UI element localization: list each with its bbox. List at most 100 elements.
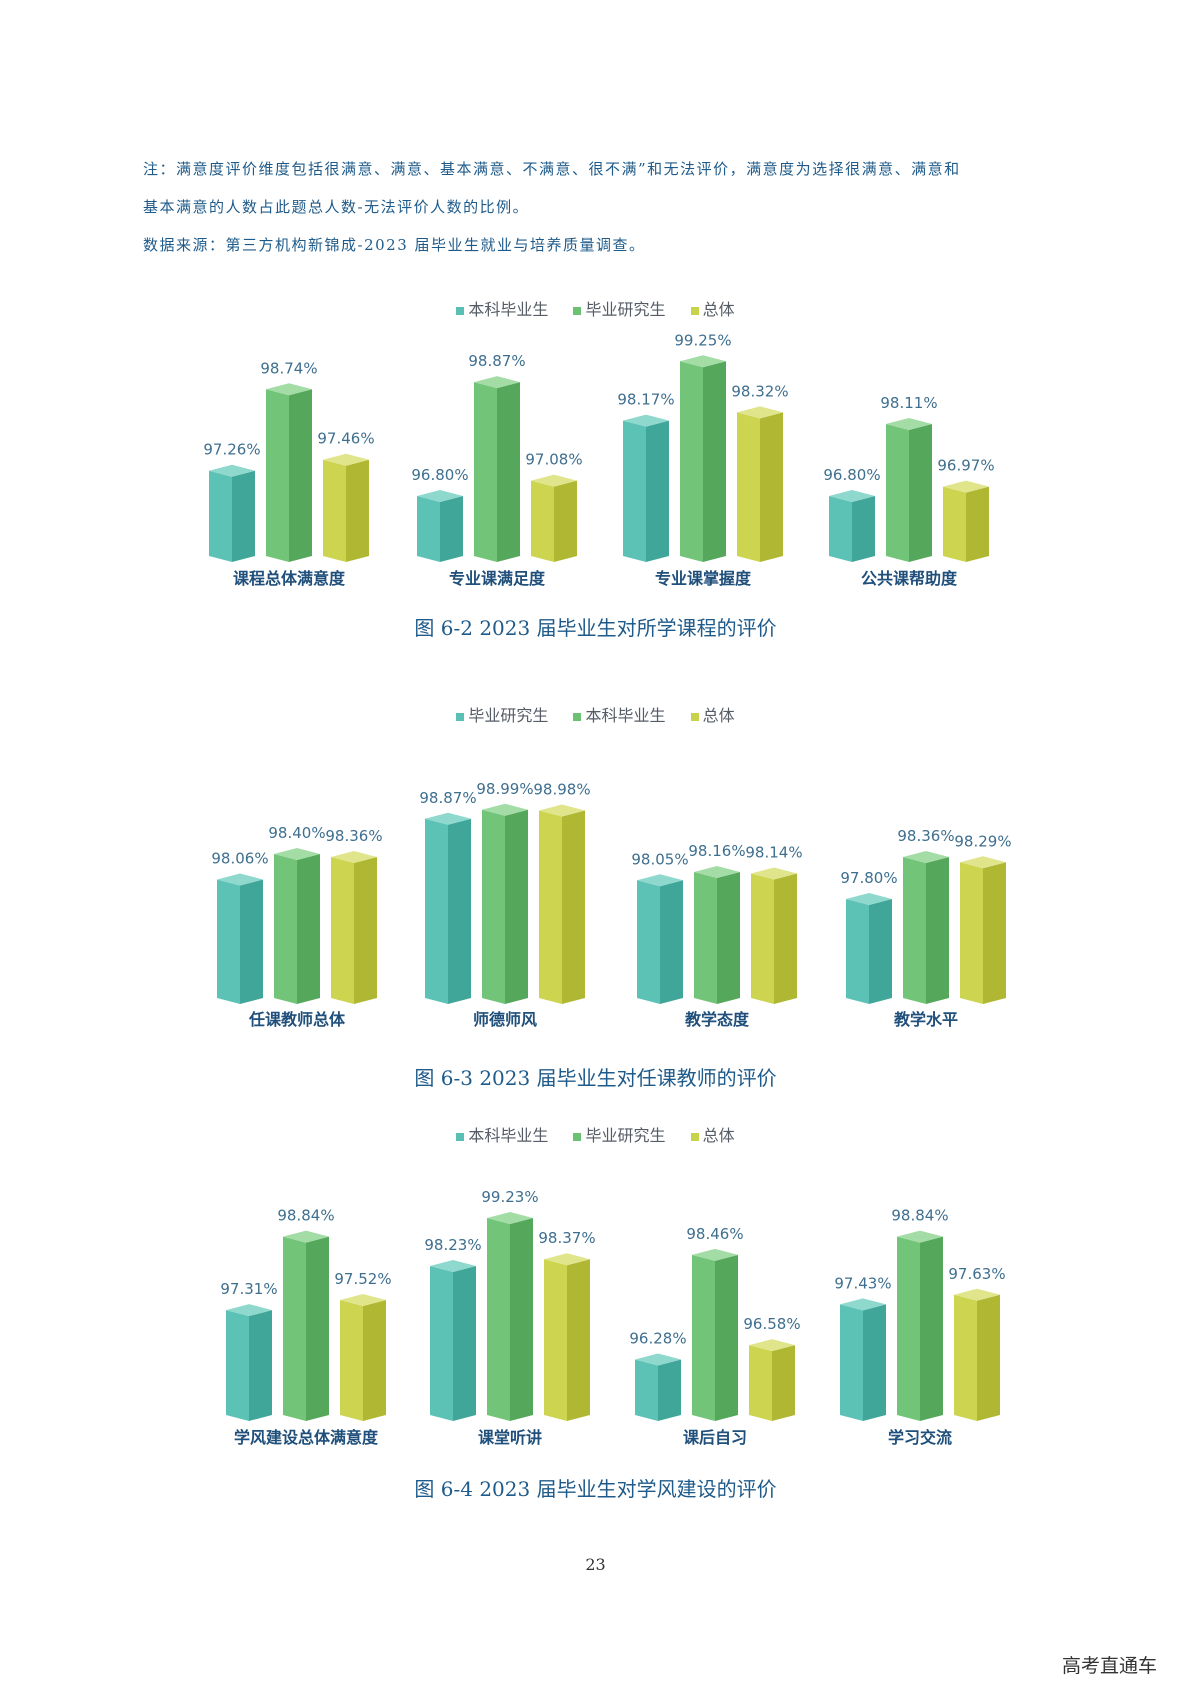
- bar-top-face: [226, 1304, 272, 1317]
- bar-front-face: [331, 857, 354, 1004]
- data-label: 98.84%: [891, 1207, 948, 1225]
- chart-caption-3: 图 6-4 2023 届毕业生对学风建设的评价: [414, 1477, 777, 1501]
- bar: [829, 490, 875, 562]
- bar-front-face: [692, 1254, 715, 1421]
- bar: [903, 851, 949, 1004]
- bar-front-face: [903, 857, 926, 1004]
- bar-front-face: [829, 496, 852, 562]
- bar-front-face: [274, 854, 297, 1004]
- data-label: 98.32%: [731, 382, 788, 400]
- bar-front-face: [487, 1217, 510, 1421]
- bar: [266, 383, 312, 562]
- category-label: 任课教师总体: [248, 1010, 346, 1029]
- bar: [323, 453, 369, 562]
- bar-front-face: [283, 1236, 306, 1421]
- legend-swatch: [690, 306, 699, 315]
- bar-side-face: [966, 486, 989, 562]
- category-label: 专业课满足度: [449, 569, 546, 588]
- bar-top-face: [430, 1259, 476, 1272]
- legend-item: 总体: [690, 1122, 735, 1146]
- bar: [954, 1288, 1000, 1421]
- bar: [960, 856, 1006, 1004]
- category-label: 公共课帮助度: [861, 569, 958, 588]
- data-label: 96.58%: [743, 1315, 800, 1333]
- bar-side-face: [289, 389, 312, 562]
- bar: [886, 417, 932, 562]
- legend-label: 毕业研究生: [468, 706, 549, 725]
- legend-label: 毕业研究生: [585, 300, 666, 319]
- bar-top-face: [323, 453, 369, 466]
- bar-side-face: [703, 361, 726, 562]
- bar-top-face: [487, 1211, 533, 1224]
- chart-legend-2: 毕业研究生 本科毕业生 总体: [0, 702, 1191, 726]
- data-label: 97.26%: [203, 441, 260, 459]
- bar-side-face: [363, 1300, 386, 1421]
- bar-side-face: [983, 862, 1006, 1004]
- bar-top-face: [846, 893, 892, 905]
- bar: [623, 414, 669, 562]
- bar: [226, 1304, 272, 1421]
- note-line-1: 注：满意度评价维度包括很满意、满意、基本满意、不满意、很不满”和无法评价，满意度…: [143, 160, 961, 178]
- page-number: 23: [585, 1555, 606, 1574]
- bar-side-face: [852, 496, 875, 562]
- legend-label: 总体: [702, 300, 735, 319]
- bar-side-face: [715, 1254, 738, 1421]
- bar-top-face: [694, 866, 740, 878]
- bar-side-face: [646, 420, 669, 562]
- bar: [283, 1230, 329, 1421]
- bar-top-face: [209, 464, 255, 477]
- legend-swatch: [456, 306, 465, 315]
- bar-top-face: [283, 1230, 329, 1243]
- bar-front-face: [635, 1359, 658, 1421]
- bar-front-face: [430, 1265, 453, 1421]
- bar-front-face: [474, 382, 497, 562]
- note-line-2: 基本满意的人数占此题总人数-无法评价人数的比例。: [143, 198, 530, 216]
- legend-item: 本科毕业生: [456, 1122, 548, 1146]
- legend-swatch: [456, 712, 465, 721]
- legend-label: 本科毕业生: [585, 706, 666, 725]
- bar: [692, 1248, 738, 1421]
- bar-front-face: [323, 459, 346, 562]
- bar-top-face: [903, 851, 949, 863]
- bar-top-face: [266, 383, 312, 396]
- bar-side-face: [869, 899, 892, 1004]
- bar: [340, 1294, 386, 1421]
- bar-top-face: [482, 803, 528, 816]
- bar: [209, 464, 255, 562]
- bar: [482, 803, 528, 1004]
- bar-side-face: [497, 382, 520, 562]
- bar: [943, 480, 989, 562]
- data-label: 98.87%: [468, 352, 525, 370]
- legend-item: 毕业研究生: [573, 296, 666, 320]
- bar-chart-study-style-evaluation: 97.31% 98.84% 97.52% 学风建设总体满意度 98.23% 99.23% 9…: [220, 1188, 1005, 1447]
- data-label: 97.43%: [834, 1274, 891, 1292]
- category-label: 教学水平: [894, 1010, 958, 1029]
- bar-front-face: [226, 1310, 249, 1421]
- legend-item: 毕业研究生: [456, 702, 548, 726]
- bar-front-face: [266, 389, 289, 562]
- category-label: 学习交流: [888, 1428, 952, 1447]
- bar: [474, 376, 520, 562]
- bar-top-face: [751, 867, 797, 880]
- bar-front-face: [623, 420, 646, 562]
- bar-front-face: [531, 480, 554, 562]
- bar-front-face: [960, 862, 983, 1004]
- bar: [637, 874, 683, 1004]
- data-label: 97.31%: [220, 1280, 277, 1298]
- bar-top-face: [960, 856, 1006, 869]
- category-label: 学风建设总体满意度: [234, 1428, 379, 1447]
- bar-front-face: [637, 880, 660, 1004]
- bar-front-face: [694, 872, 717, 1004]
- data-label: 97.63%: [948, 1265, 1005, 1283]
- bar-front-face: [897, 1236, 920, 1421]
- data-label: 98.05%: [631, 850, 688, 868]
- bar: [635, 1353, 681, 1421]
- bar-top-face: [737, 406, 783, 419]
- bar-front-face: [749, 1345, 772, 1421]
- bar-side-face: [505, 809, 528, 1004]
- legend-label: 总体: [702, 1126, 735, 1145]
- legend-swatch: [456, 1132, 465, 1141]
- bar-top-face: [531, 474, 577, 487]
- bar: [694, 866, 740, 1004]
